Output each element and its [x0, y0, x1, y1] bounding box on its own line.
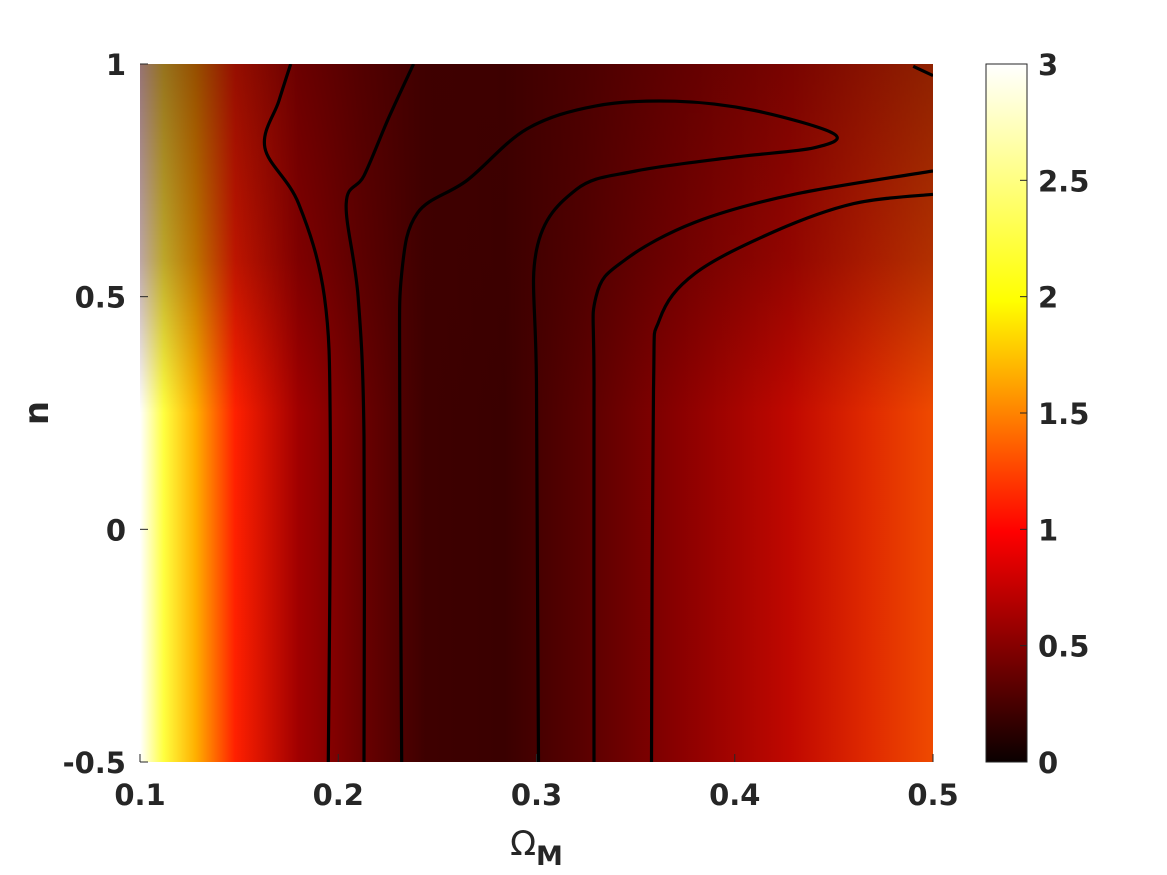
- x-axis-ticks: 0.1 0.2 0.3 0.4 0.5: [114, 754, 959, 812]
- colorbar-tick-label: 2.5: [1038, 164, 1089, 198]
- x-tick-label: 0.3: [511, 778, 562, 812]
- colorbar-tick-label: 0.5: [1038, 630, 1089, 664]
- colorbar-tick-label: 1.5: [1038, 397, 1089, 431]
- y-tick-label: 0.5: [75, 281, 126, 315]
- colorbar-tick-label: 0: [1038, 746, 1058, 780]
- contour-line-c1: [262, 64, 333, 762]
- contour-line-c5: [649, 192, 933, 762]
- colorbar-tick-label: 1: [1038, 513, 1058, 547]
- colorbar: 0 0.5 1 1.5 2 2.5 3: [985, 48, 1089, 780]
- x-axis-label-subscript: M: [536, 841, 563, 872]
- contour-lines: [262, 64, 933, 762]
- contour-line-c6: [912, 64, 933, 78]
- contour-line-c4: [591, 169, 933, 762]
- x-tick-label: 0.1: [114, 778, 165, 812]
- plot-area: [140, 64, 933, 762]
- colorbar-ticks: 0 0.5 1 1.5 2 2.5 3: [1020, 48, 1089, 780]
- colorbar-tick-label: 3: [1038, 48, 1058, 82]
- x-tick-label: 0.4: [709, 778, 760, 812]
- y-tick-label: -0.5: [63, 746, 126, 780]
- contour-line-c3: [397, 99, 839, 762]
- x-axis-label-symbol: Ω: [510, 824, 536, 864]
- colorbar-tick-label: 2: [1038, 281, 1058, 315]
- x-tick-label: 0.5: [907, 778, 958, 812]
- y-tick-label: 0: [106, 513, 126, 547]
- y-tick-label: 1: [106, 48, 126, 82]
- x-tick-label: 0.2: [313, 778, 364, 812]
- y-axis-ticks: -0.5 0 0.5 1: [63, 48, 148, 780]
- y-axis-label: n: [17, 401, 57, 425]
- contour-line-c2: [344, 64, 416, 762]
- x-axis-label: ΩM: [510, 824, 563, 872]
